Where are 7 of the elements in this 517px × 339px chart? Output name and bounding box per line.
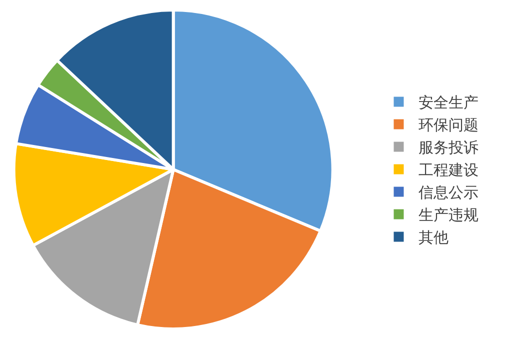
legend-label: 环保问题	[418, 116, 479, 134]
legend-label: 其他	[418, 228, 449, 247]
legend-label: 安全生产	[418, 94, 479, 112]
legend-label: 生产违规	[418, 206, 479, 224]
legend-label: 工程建设	[418, 161, 479, 180]
legend-label: 服务投诉	[418, 138, 479, 157]
legend-label: 信息公示	[418, 184, 479, 202]
